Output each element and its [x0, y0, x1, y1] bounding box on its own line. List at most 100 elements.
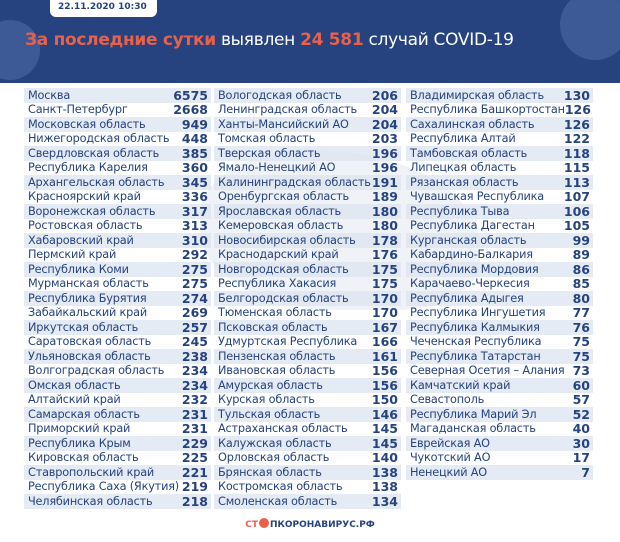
case-count: 178 — [371, 232, 398, 248]
table-row: Тюменская область 170 — [214, 305, 401, 321]
case-count: 257 — [181, 319, 208, 335]
region-name: Калининградская область — [218, 175, 371, 189]
case-count: 949 — [181, 116, 208, 132]
case-count: 156 — [371, 363, 398, 379]
region-name: Оренбургская область — [218, 190, 349, 204]
case-count: 138 — [371, 464, 398, 480]
region-name: Вологодская область — [218, 88, 342, 102]
region-name: Ярославская область — [218, 204, 341, 218]
table-row: Санкт-Петербург 2668 — [24, 102, 211, 117]
table-row: Амурская область 156 — [214, 378, 401, 393]
table-row: Тамбовская область 118 — [406, 146, 593, 161]
region-name: Кировская область — [28, 451, 139, 465]
virus-decoration-icon — [560, 0, 620, 60]
region-name: Свердловская область — [28, 146, 160, 160]
table-row: Камчатский край 60 — [406, 378, 593, 393]
region-name: Тюменская область — [218, 306, 332, 320]
region-name: Новосибирская область — [218, 233, 356, 247]
case-count: 218 — [181, 493, 208, 509]
case-count: 219 — [181, 479, 208, 495]
case-count: 85 — [572, 276, 590, 292]
case-count: 7 — [581, 464, 590, 480]
table-row: Смоленская область 134 — [214, 494, 401, 509]
table-row: Калужская область 145 — [214, 436, 401, 451]
case-count: 221 — [181, 464, 208, 480]
region-name: Пермский край — [28, 248, 117, 262]
table-row: Архангельская область 345 — [24, 175, 211, 190]
table-row: Республика Карелия 360 — [24, 160, 211, 175]
case-count: 57 — [572, 392, 590, 408]
table-row: Томская область 203 — [214, 131, 401, 147]
case-count: 275 — [181, 276, 208, 292]
region-name: Брянская область — [218, 465, 322, 479]
region-name: Томская область — [218, 132, 316, 146]
region-name: Алтайский край — [28, 393, 121, 407]
table-row: Республика Адыгея 80 — [406, 291, 593, 306]
table-row: Курская область 150 — [214, 392, 401, 407]
table-row: Карачаево-Черкесия 85 — [406, 276, 593, 292]
case-count: 107 — [563, 189, 590, 205]
region-name: Астраханская область — [218, 422, 348, 436]
case-count: 170 — [371, 290, 398, 306]
region-name: Республика Саха (Якутия) — [28, 480, 180, 494]
table-row: Вологодская область 206 — [214, 88, 401, 103]
region-name: Пензенская область — [218, 349, 336, 363]
region-name: Еврейская АО — [410, 436, 490, 450]
case-count: 75 — [572, 334, 590, 350]
table-row: Республика Татарстан 75 — [406, 349, 593, 364]
region-name: Красноярский край — [28, 190, 141, 204]
region-name: Тульская область — [218, 407, 321, 421]
case-count: 203 — [371, 131, 398, 147]
region-name: Саратовская область — [28, 335, 152, 349]
region-name: Воронежская область — [28, 204, 156, 218]
region-name: Ямало-Ненецкий АО — [218, 161, 336, 175]
table-row: Хабаровский край 310 — [24, 233, 211, 248]
region-name: Ненецкий АО — [410, 465, 487, 479]
virus-decoration-icon — [0, 20, 40, 80]
region-name: Республика Адыгея — [410, 291, 524, 305]
case-count: 274 — [181, 290, 208, 306]
case-count: 234 — [181, 363, 208, 379]
case-count: 60 — [572, 377, 590, 393]
case-count: 180 — [371, 203, 398, 219]
region-name: Мурманская область — [28, 277, 149, 291]
region-name: Псковская область — [218, 320, 328, 334]
region-name: Самарская область — [28, 407, 140, 421]
region-name: Республика Алтай — [410, 132, 516, 146]
case-count: 196 — [371, 160, 398, 176]
case-count: 232 — [181, 392, 208, 408]
table-row: Чеченская Республика 75 — [406, 334, 593, 350]
table-row: Республика Коми 275 — [24, 262, 211, 277]
region-name: Ростовская область — [28, 219, 143, 233]
table-row: Московская область 949 — [24, 117, 211, 132]
virus-logo-icon — [258, 518, 269, 528]
table-row: Республика Дагестан 105 — [406, 218, 593, 234]
case-count: 448 — [181, 131, 208, 147]
case-count: 105 — [563, 218, 590, 234]
table-row: Чувашская Республика 107 — [406, 189, 593, 205]
table-row: Ханты-Мансийский АО 204 — [214, 117, 401, 132]
case-count: 76 — [572, 319, 590, 335]
case-count: 170 — [371, 305, 398, 321]
case-count: 336 — [181, 189, 208, 205]
table-row: Омская область 234 — [24, 378, 211, 393]
region-name: Санкт-Петербург — [28, 103, 128, 117]
region-name: Республика Карелия — [28, 161, 148, 175]
region-name: Северная Осетия – Алания — [410, 364, 565, 378]
header: 22.11.2020 10:30 За последние сутки выяв… — [0, 0, 620, 83]
table-row: Еврейская АО 30 — [406, 436, 593, 451]
region-name: Ханты-Мансийский АО — [218, 117, 349, 131]
table-row: Тульская область 146 — [214, 407, 401, 422]
table-row: Республика Мордовия 86 — [406, 262, 593, 277]
region-name: Республика Марий Эл — [410, 407, 537, 421]
table-row: Кабардино-Балкария 89 — [406, 247, 593, 262]
region-name: Республика Татарстан — [410, 349, 541, 363]
region-column-3: Владимирская область 130 Республика Башкор… — [406, 88, 593, 480]
case-count: 225 — [181, 450, 208, 466]
region-name: Курская область — [218, 393, 315, 407]
region-name: Орловская область — [218, 451, 330, 465]
region-name: Республика Бурятия — [28, 291, 147, 305]
region-name: Ульяновская область — [28, 349, 151, 363]
table-row: Республика Саха (Якутия) 219 — [24, 479, 211, 495]
case-count: 229 — [181, 435, 208, 451]
